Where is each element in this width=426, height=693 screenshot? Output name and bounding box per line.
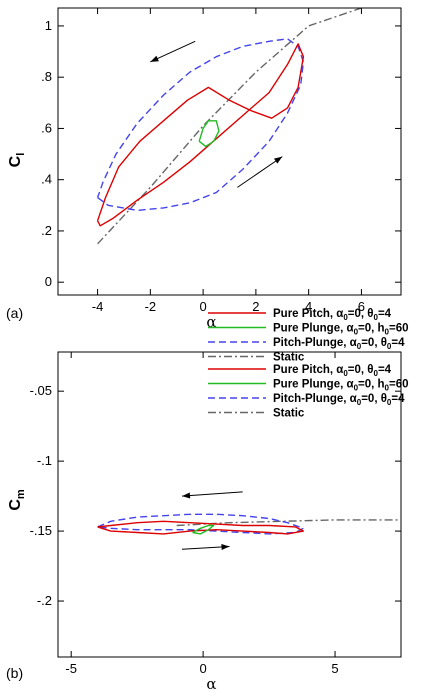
x-axis-label: α xyxy=(206,675,216,693)
y-tick-label: .8 xyxy=(41,69,52,84)
y-tick-label: 0 xyxy=(45,274,52,289)
y-tick-label: -.05 xyxy=(30,383,52,398)
y-axis-label: Cm xyxy=(7,489,27,511)
chart-panel-a: -4 -2 0 2 4 6 0 .2 .4 .6 .8 1 α Cl (a) Pure Pitch, α0=0… xyxy=(6,7,409,364)
series-line-3 xyxy=(97,8,362,245)
legend-label-0: Pure Pitch, α0=0, θ0=4 xyxy=(273,364,392,378)
x-tick-label: 2 xyxy=(252,299,259,314)
legend-label-3: Static xyxy=(273,408,305,420)
legend-label-3: Static xyxy=(273,352,305,364)
y-tick-label: .6 xyxy=(41,120,52,135)
series-line-2 xyxy=(97,513,305,535)
series-line-0 xyxy=(96,43,305,227)
series-line-2 xyxy=(96,38,305,212)
y-tick-label: -.1 xyxy=(37,453,52,468)
y-tick-label: -.15 xyxy=(30,523,52,538)
y-tick-label: .4 xyxy=(41,172,52,187)
legend-label-1: Pure Plunge, α0=0, h0=60 xyxy=(273,379,409,393)
series-line-0 xyxy=(97,520,305,535)
legend-label-2: Pitch-Plunge, α0=0, θ0=4 xyxy=(273,393,405,407)
series-line-1 xyxy=(192,524,215,535)
x-tick-label: -5 xyxy=(65,661,77,676)
y-tick-label: 1 xyxy=(45,18,52,33)
direction-arrow-0 xyxy=(181,491,243,497)
x-tick-label: 6 xyxy=(358,299,365,314)
x-axis-label: α xyxy=(206,313,216,331)
y-tick-label: .2 xyxy=(41,223,52,238)
direction-arrowhead-1 xyxy=(273,156,283,164)
legend-label-2: Pitch-Plunge, α0=0, θ0=4 xyxy=(273,337,405,351)
series-line-1 xyxy=(198,120,220,148)
direction-arrowhead-0 xyxy=(182,492,191,499)
plot-area xyxy=(96,8,362,245)
chart-panel-b: -5 0 5 -.05 -.1 -.15 -.2 α Cm (b) Pure Pitch, α0=0… xyxy=(6,351,409,693)
plot-area xyxy=(97,513,401,535)
y-tick-label: -.2 xyxy=(37,593,52,608)
direction-arrowhead-1 xyxy=(221,543,230,550)
panel-label: (a) xyxy=(6,305,23,321)
panel-label: (b) xyxy=(6,665,23,681)
direction-arrow-0 xyxy=(150,40,196,63)
axes-frame xyxy=(57,7,402,296)
direction-arrowhead-0 xyxy=(150,55,159,62)
x-tick-label: 0 xyxy=(199,299,206,314)
legend-label-0: Pure Pitch, α0=0, θ0=4 xyxy=(273,308,392,322)
axes-frame xyxy=(57,351,402,658)
x-tick-label: 5 xyxy=(331,661,338,676)
x-tick-label: 4 xyxy=(305,299,312,314)
direction-arrow-1 xyxy=(237,156,283,188)
legend-label-1: Pure Plunge, α0=0, h0=60 xyxy=(273,323,409,337)
y-axis-label: Cl xyxy=(7,153,27,168)
x-tick-label: 0 xyxy=(199,661,206,676)
x-tick-label: -2 xyxy=(145,299,157,314)
x-tick-label: -4 xyxy=(92,299,104,314)
